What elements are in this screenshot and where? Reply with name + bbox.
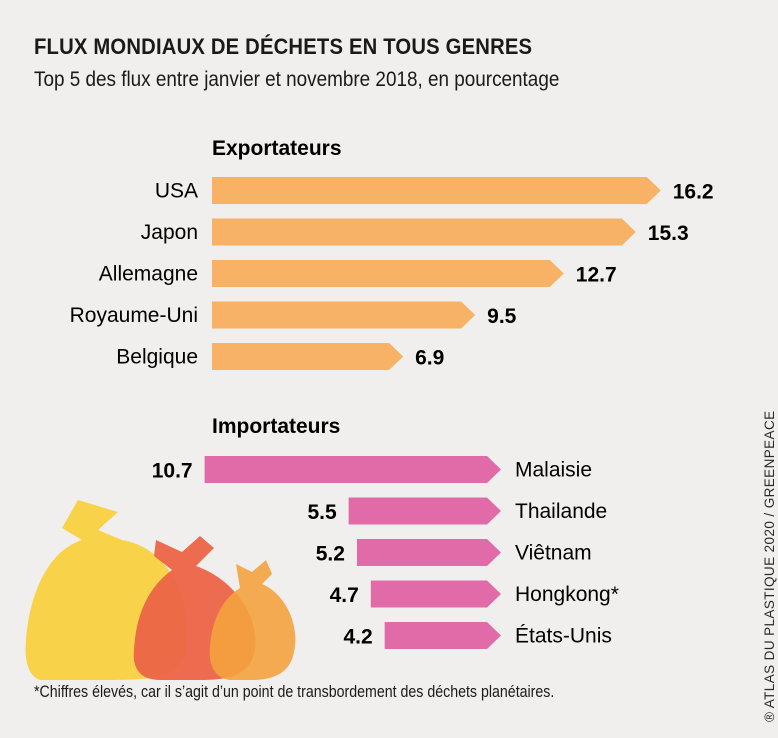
importer-category-label: États-Unis bbox=[515, 625, 612, 648]
importer-category-label: Malaisie bbox=[515, 459, 592, 482]
credit-line: ® ATLAS DU PLASTIQUE 2020 / GREENPEACE bbox=[762, 410, 777, 722]
exporter-bar bbox=[212, 301, 476, 329]
orange-bag-icon bbox=[209, 560, 296, 680]
exporters-heading: Exportateurs bbox=[212, 137, 342, 160]
exporter-value-label: 12.7 bbox=[576, 264, 617, 287]
exporter-value-label: 16.2 bbox=[673, 181, 714, 204]
importer-value-label: 4.2 bbox=[343, 626, 372, 649]
exporter-bar bbox=[212, 343, 404, 370]
chart-subtitle: Top 5 des flux entre janvier et novembre… bbox=[34, 68, 560, 91]
importer-category-label: Hongkong* bbox=[515, 583, 619, 606]
exporters-bars: USA 16.2 Japon 15.3 Allemagne 12.7 Royaume-Uni… bbox=[70, 177, 714, 370]
importer-bar bbox=[384, 622, 501, 649]
exporter-category-label: Japon bbox=[141, 221, 198, 244]
exporter-bar bbox=[212, 218, 636, 246]
importers-bars: 10.7 Malaisie 5.5 Thailande 5.2 Viêtnam 4.7 Hon… bbox=[152, 456, 619, 649]
garbage-bags-illustration bbox=[25, 500, 296, 680]
importer-bar bbox=[348, 497, 501, 525]
importer-bar bbox=[356, 539, 501, 566]
exporter-category-label: Allemagne bbox=[99, 263, 198, 286]
exporter-value-label: 15.3 bbox=[648, 222, 689, 245]
importer-bar bbox=[204, 456, 502, 483]
exporter-value-label: 6.9 bbox=[415, 347, 444, 370]
footnote: *Chiffres élevés, car il s’agit d’un poi… bbox=[34, 683, 555, 701]
importer-value-label: 5.2 bbox=[316, 543, 345, 566]
importer-value-label: 4.7 bbox=[330, 584, 359, 607]
exporter-bar bbox=[212, 260, 564, 287]
importer-bar bbox=[370, 580, 501, 608]
importer-value-label: 5.5 bbox=[307, 501, 337, 524]
importer-category-label: Viêtnam bbox=[515, 542, 592, 565]
exporter-value-label: 9.5 bbox=[487, 305, 517, 328]
importer-value-label: 10.7 bbox=[152, 460, 193, 483]
importers-heading: Importateurs bbox=[212, 415, 340, 438]
exporter-category-label: Belgique bbox=[116, 346, 198, 369]
exporter-bar bbox=[212, 177, 661, 204]
exporter-category-label: USA bbox=[155, 180, 198, 203]
chart-title: FLUX MONDIAUX DE DÉCHETS EN TOUS GENRES bbox=[34, 34, 533, 59]
importer-category-label: Thailande bbox=[515, 500, 607, 523]
exporter-category-label: Royaume-Uni bbox=[70, 304, 198, 327]
